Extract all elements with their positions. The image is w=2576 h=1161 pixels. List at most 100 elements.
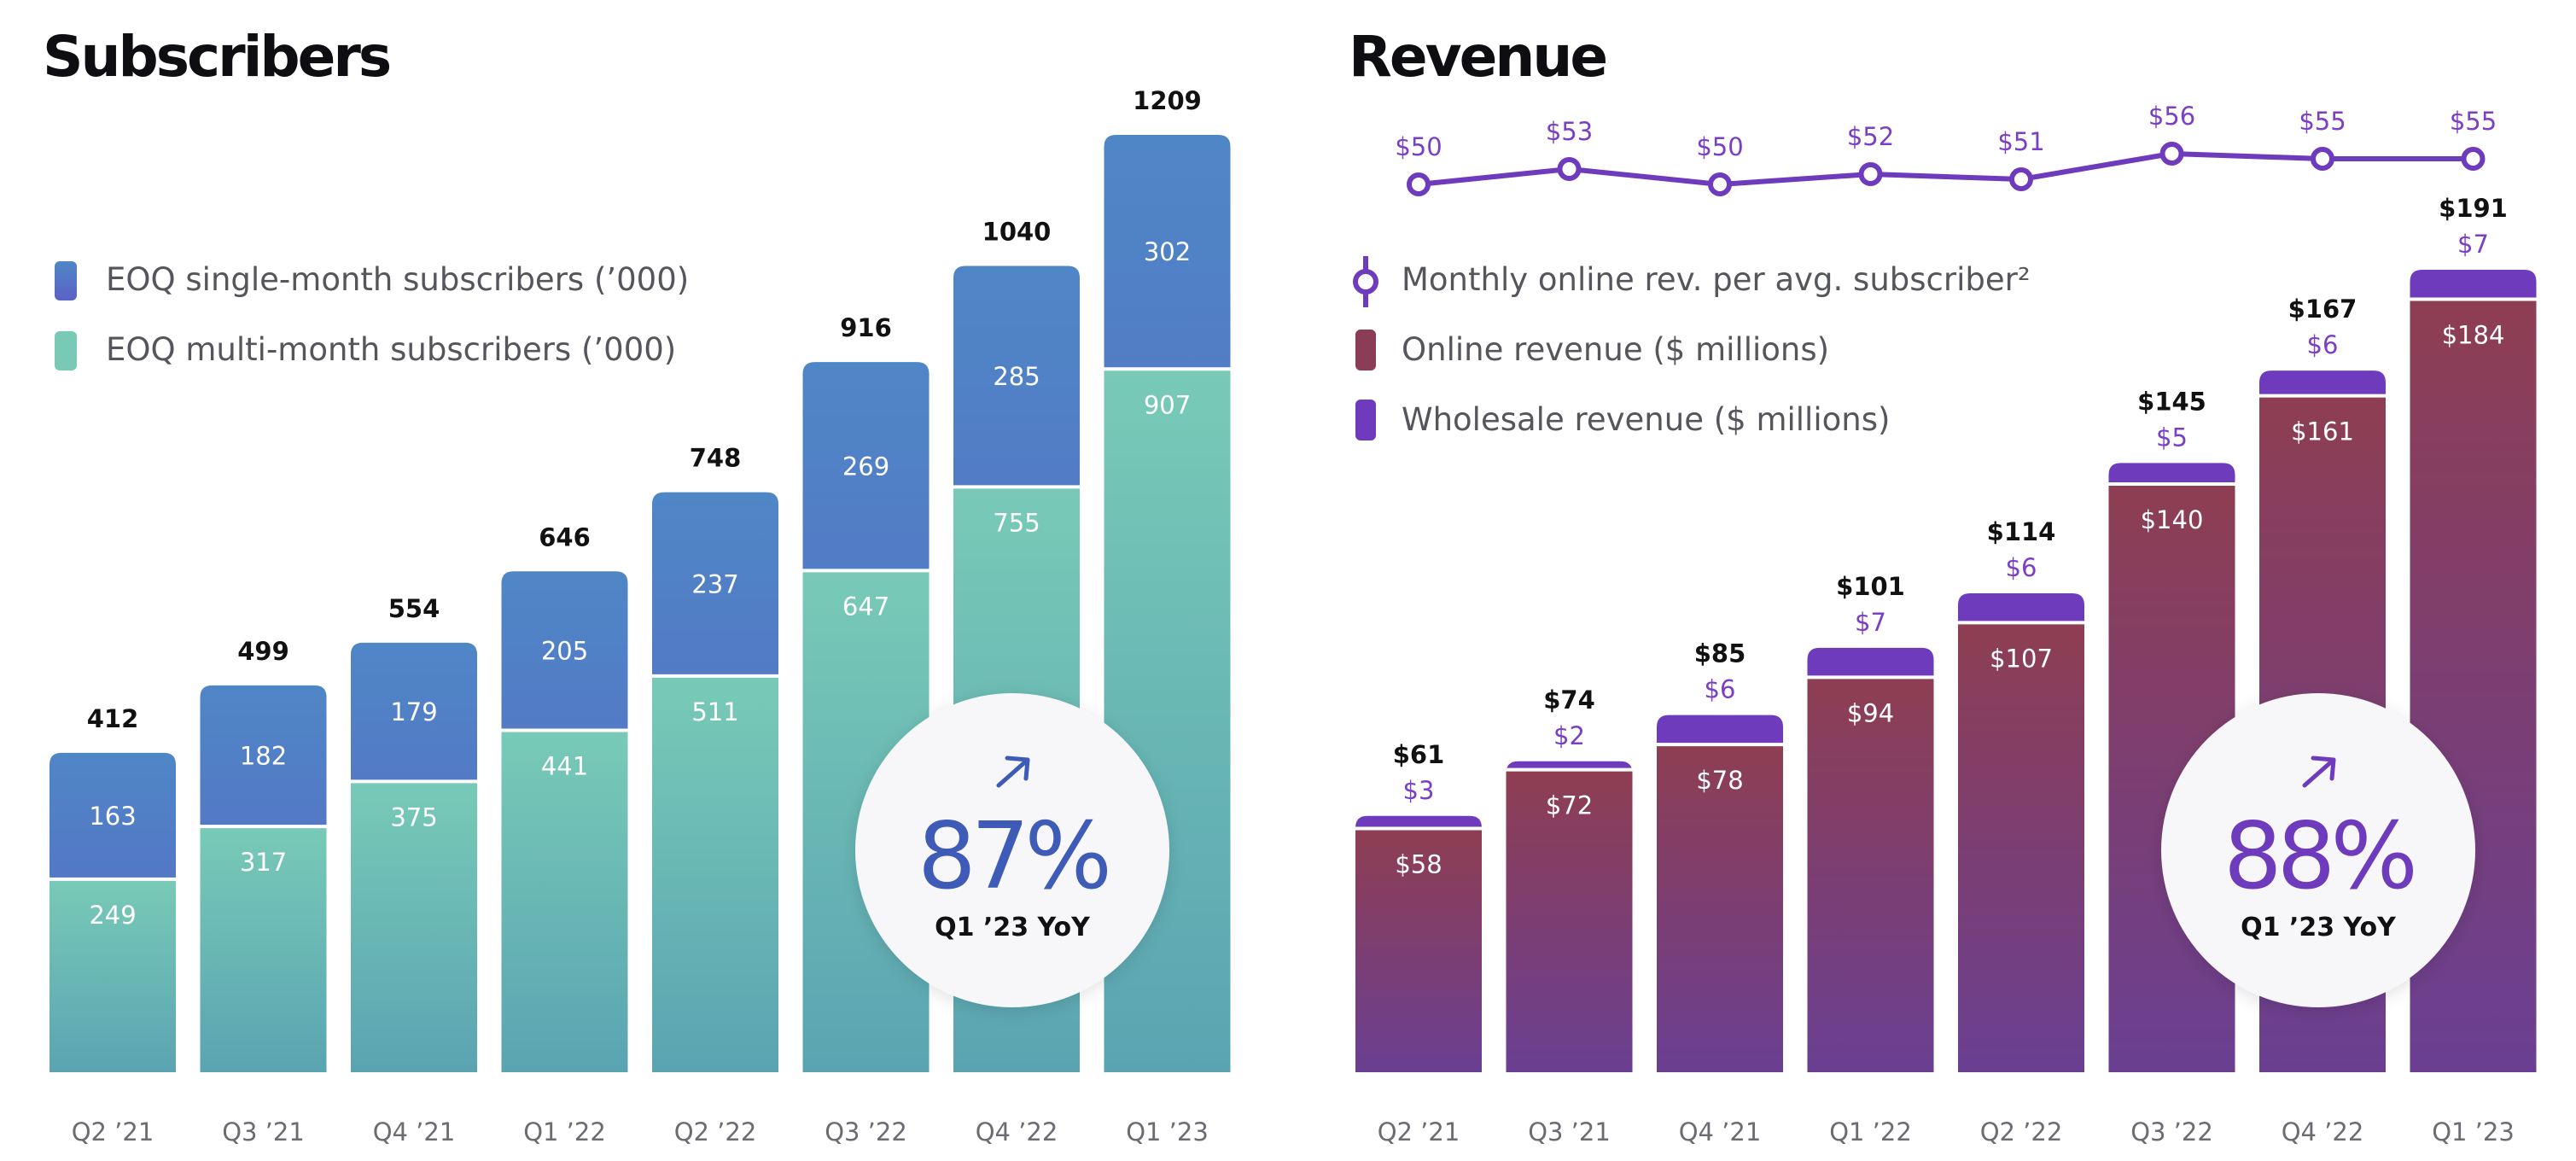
line-label-3: $52 — [1847, 122, 1894, 151]
label-single-month-5: 269 — [842, 452, 889, 481]
label-online-revenue-3: $94 — [1847, 698, 1894, 727]
label-wholesale-revenue-4: $6 — [2006, 553, 2037, 582]
revenue-per-subscriber-polyline — [1418, 151, 2474, 187]
revenue-yoy-label: Q1 ’23 YoY — [2241, 913, 2397, 942]
line-label-0: $50 — [1395, 132, 1442, 161]
x-tick-subscribers-1: Q3 ’21 — [222, 1117, 305, 1146]
revenue-x-axis: Q2 ’21 Q3 ’21 Q4 ’21 Q1 ’22 Q2 ’22 Q3 ’22 Q4 ’… — [1378, 1117, 2515, 1146]
label-online-revenue-5: $140 — [2141, 505, 2204, 534]
x-tick-revenue-1: Q3 ’21 — [1528, 1117, 1611, 1146]
label-wholesale-revenue-2: $6 — [1705, 675, 1736, 704]
x-tick-subscribers-0: Q2 ’21 — [72, 1117, 154, 1146]
label-wholesale-revenue-0: $3 — [1403, 776, 1435, 805]
line-label-5: $56 — [2148, 102, 2195, 131]
label-multi-month-0: 249 — [89, 901, 136, 930]
legend-label-multi-month: EOQ multi-month subscribers (’000) — [106, 331, 676, 368]
label-single-month-0: 163 — [89, 802, 136, 831]
subscribers-legend: EOQ single-month subscribers (’000) EOQ … — [55, 261, 689, 370]
line-label-2: $50 — [1696, 132, 1743, 161]
bar-multi-month-3 — [501, 730, 628, 1072]
bar-online-revenue-1 — [1506, 769, 1633, 1072]
label-revenue-total-0: $61 — [1393, 740, 1445, 769]
label-subscribers-total-7: 1209 — [1133, 86, 1202, 115]
up-right-arrow-icon — [996, 756, 1030, 788]
label-subscribers-total-1: 499 — [237, 637, 289, 666]
label-revenue-total-6: $167 — [2288, 295, 2357, 324]
line-point-2 — [1708, 172, 1732, 196]
bar-multi-month-0 — [50, 878, 176, 1072]
legend-label-online-revenue: Online revenue ($ millions) — [1402, 331, 1829, 368]
label-subscribers-total-0: 412 — [87, 704, 139, 733]
label-online-revenue-4: $107 — [1990, 644, 2053, 673]
label-subscribers-total-3: 646 — [539, 522, 591, 551]
x-tick-revenue-6: Q4 ’22 — [2282, 1117, 2364, 1146]
label-single-month-6: 285 — [993, 362, 1040, 391]
bar-online-revenue-2 — [1657, 744, 1783, 1072]
x-tick-revenue-0: Q2 ’21 — [1378, 1117, 1460, 1146]
x-tick-subscribers-3: Q1 ’22 — [523, 1117, 606, 1146]
legend-label-wholesale-revenue: Wholesale revenue ($ millions) — [1402, 401, 1890, 438]
label-online-revenue-1: $72 — [1546, 791, 1593, 820]
line-point-4 — [2009, 167, 2033, 191]
label-single-month-1: 182 — [240, 741, 287, 770]
legend-swatch-multi-month — [55, 331, 77, 370]
legend-label-revenue-per-subscriber: Monthly online rev. per avg. subscriber² — [1402, 261, 2031, 298]
revenue-bars: $58 $3 $61 $72 $2 $74 $78 $6 $85 $94 $7 $101 $107 $6 $… — [1355, 194, 2537, 1072]
label-subscribers-total-6: 1040 — [982, 217, 1052, 246]
revenue-yoy-badge: 88% Q1 ’23 YoY — [2161, 693, 2475, 1007]
label-multi-month-3: 441 — [541, 751, 588, 780]
label-multi-month-5: 647 — [842, 592, 889, 621]
label-revenue-total-3: $101 — [1836, 572, 1905, 601]
line-label-7: $55 — [2450, 107, 2497, 136]
label-revenue-total-5: $145 — [2137, 387, 2206, 416]
label-revenue-total-1: $74 — [1543, 686, 1595, 715]
label-wholesale-revenue-3: $7 — [1855, 608, 1886, 637]
x-tick-subscribers-6: Q4 ’22 — [976, 1117, 1058, 1146]
legend-label-single-month: EOQ single-month subscribers (’000) — [106, 261, 689, 298]
subscribers-chart-title: Subscribers — [43, 24, 392, 90]
up-right-arrow-icon — [2302, 756, 2336, 788]
label-single-month-3: 205 — [541, 636, 588, 665]
label-online-revenue-7: $184 — [2442, 320, 2505, 349]
label-multi-month-1: 317 — [240, 848, 287, 877]
label-multi-month-4: 511 — [691, 697, 738, 726]
bar-multi-month-1 — [200, 826, 327, 1072]
revenue-per-subscriber-line: $50 $53 $50 $52 $51 $56 $55 $55 — [1395, 102, 2497, 196]
bar-multi-month-2 — [351, 781, 477, 1072]
bar-online-revenue-3 — [1807, 677, 1934, 1072]
label-multi-month-6: 755 — [993, 508, 1040, 537]
bar-multi-month-7 — [1104, 369, 1231, 1072]
label-multi-month-7: 907 — [1144, 390, 1191, 419]
x-tick-revenue-3: Q1 ’22 — [1829, 1117, 1912, 1146]
x-tick-subscribers-7: Q1 ’23 — [1126, 1117, 1209, 1146]
line-point-3 — [1858, 162, 1883, 186]
label-single-month-7: 302 — [1144, 237, 1191, 266]
x-tick-subscribers-4: Q2 ’22 — [674, 1117, 757, 1146]
revenue-legend: Monthly online rev. per avg. subscriber²… — [1353, 256, 2031, 440]
bar-multi-month-4 — [652, 675, 778, 1072]
line-label-4: $51 — [1997, 127, 2044, 156]
revenue-yoy-value: 88% — [2223, 803, 2413, 910]
label-wholesale-revenue-5: $5 — [2156, 423, 2188, 452]
legend-swatch-online-revenue — [1355, 330, 1376, 370]
subscribers-yoy-label: Q1 ’23 YoY — [935, 913, 1091, 942]
line-point-7 — [2461, 147, 2486, 171]
line-point-1 — [1557, 157, 1582, 181]
label-revenue-total-4: $114 — [1987, 517, 2056, 546]
x-tick-revenue-4: Q2 ’22 — [1980, 1117, 2063, 1146]
bar-online-revenue-0 — [1355, 828, 1482, 1072]
line-point-0 — [1407, 172, 1431, 196]
x-tick-revenue-7: Q1 ’23 — [2432, 1117, 2515, 1146]
legend-marker-revenue-per-subscriber — [1353, 256, 1378, 307]
subscribers-yoy-value: 87% — [918, 803, 1107, 910]
label-online-revenue-6: $161 — [2291, 417, 2354, 446]
subscribers-x-axis: Q2 ’21 Q3 ’21 Q4 ’21 Q1 ’22 Q2 ’22 Q3 ’22 Q4 ’… — [72, 1117, 1209, 1146]
label-subscribers-total-4: 748 — [690, 444, 742, 473]
line-label-6: $55 — [2299, 107, 2346, 136]
legend-swatch-single-month — [55, 261, 77, 300]
label-subscribers-total-2: 554 — [388, 594, 440, 623]
x-tick-revenue-5: Q3 ’22 — [2130, 1117, 2213, 1146]
revenue-chart-title: Revenue — [1349, 24, 1608, 90]
x-tick-subscribers-2: Q4 ’21 — [373, 1117, 456, 1146]
